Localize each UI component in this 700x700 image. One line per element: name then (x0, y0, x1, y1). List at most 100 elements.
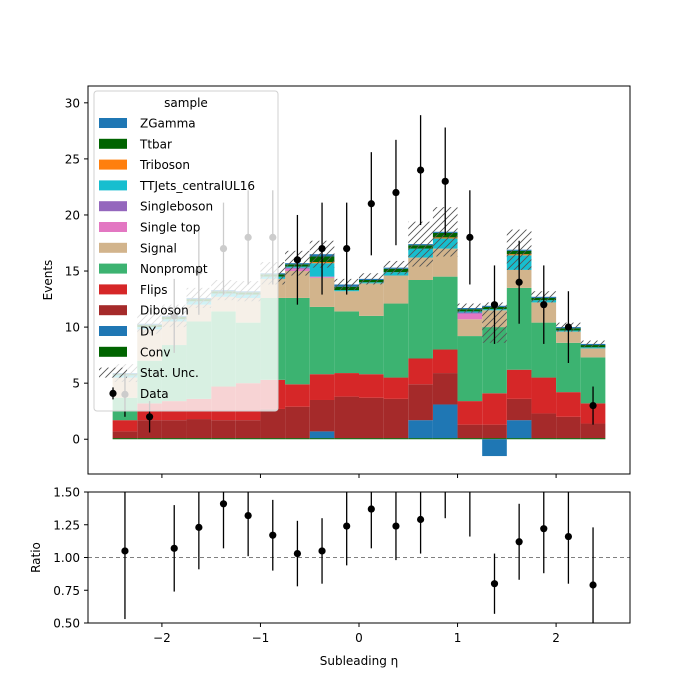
legend-swatch-diboson (99, 305, 127, 316)
main-x-ticks (161, 474, 557, 478)
legend-label-nonprompt: Nonprompt (140, 262, 208, 276)
ratio-x-ticks: −2 −1 0 1 2 (153, 623, 560, 645)
ratio-point-2 (170, 544, 178, 552)
data-point-1 (145, 413, 154, 421)
bar-singleboson-bin-14 (457, 312, 483, 314)
bar-dy-bin-15 (482, 439, 507, 457)
bar-diboson-bin-13 (432, 373, 458, 405)
bar-diboson-bin-11 (383, 398, 409, 439)
legend-label-single-top: Single top (140, 221, 200, 235)
ratio-xtick-label: 1 (454, 631, 462, 645)
legend-label-ttjets-centralul16: TTJets_centralUL16 (139, 179, 255, 193)
bar-flips-bin-0 (112, 420, 138, 432)
bar-signal-bin-10 (359, 283, 384, 316)
bar-flips-bin-14 (457, 401, 483, 425)
bar-dy-bin-12 (408, 420, 433, 439)
legend-label-diboson: Diboson (140, 304, 189, 318)
bar-conv-bin-17 (531, 438, 557, 440)
legend-swatch-ttbar (99, 138, 127, 149)
legend-swatch-triboson (99, 159, 127, 170)
legend-swatch-zgamma (99, 118, 127, 128)
ratio-ytick-label: 1.50 (53, 486, 80, 500)
main-ytick-label: 25 (65, 152, 80, 166)
bar-conv-bin-12 (408, 438, 433, 440)
legend-swatch-signal (99, 242, 127, 253)
stat-unc-bin-11 (383, 260, 409, 275)
legend-label-zgamma: ZGamma (140, 117, 196, 131)
ratio-point-5 (244, 511, 252, 520)
bar-nonprompt-bin-12 (408, 280, 433, 359)
bar-signal-bin-9 (334, 291, 359, 312)
ratio-point-4 (219, 500, 228, 508)
ratio-ytick-label: 1.25 (53, 518, 80, 532)
bar-diboson-bin-19 (580, 423, 606, 439)
ratio-point-18 (564, 532, 573, 541)
data-point-9 (343, 245, 351, 253)
legend-label-ttbar: Ttbar (139, 137, 172, 151)
bar-conv-bin-15 (482, 438, 507, 440)
main-ytick-label: 20 (65, 208, 80, 222)
bar-diboson-bin-4 (211, 420, 236, 439)
bar-flips-bin-10 (359, 374, 384, 398)
ratio-point-11 (392, 522, 400, 530)
stat-unc-bin-12 (408, 221, 433, 267)
legend: sample ZGamma Ttbar Triboson TTJets_centralU… (93, 90, 279, 412)
bar-conv-bin-18 (556, 438, 581, 440)
bar-signal-bin-11 (383, 275, 409, 304)
ratio-plot-frame (87, 491, 631, 624)
data-point-8 (318, 245, 326, 253)
ratio-xtick-label: 2 (552, 631, 560, 645)
bar-conv-bin-2 (161, 438, 187, 440)
bar-flips-bin-13 (432, 349, 458, 374)
legend-label-signal: Signal (140, 241, 177, 255)
main-ytick-label: 5 (72, 377, 80, 391)
main-y-ticks: 0 5 10 15 20 25 30 (65, 96, 88, 447)
ratio-point-19 (589, 581, 597, 589)
x-axis-label: Subleading η (320, 654, 399, 668)
stat-unc-bin-14 (457, 303, 483, 313)
bar-conv-bin-3 (186, 438, 212, 440)
legend-label-stat-unc-: Stat. Unc. (140, 366, 199, 380)
bar-flips-bin-9 (334, 373, 359, 397)
bar-diboson-bin-16 (506, 398, 532, 421)
ratio-xtick-label: −1 (252, 631, 270, 645)
bar-flips-bin-7 (285, 384, 310, 407)
ratio-point-9 (343, 522, 351, 530)
bar-diboson-bin-9 (334, 396, 359, 439)
bar-flips-bin-17 (531, 377, 557, 414)
legend-box (93, 90, 279, 412)
data-point-7 (293, 256, 302, 264)
legend-title: sample (164, 96, 208, 110)
legend-swatch-singleboson (99, 201, 127, 212)
ratio-points (121, 492, 597, 623)
bar-diboson-bin-0 (112, 431, 138, 439)
main-ytick-label: 0 (72, 433, 80, 447)
ratio-point-12 (416, 515, 425, 524)
bar-conv-bin-14 (457, 438, 483, 440)
bar-nonprompt-bin-11 (383, 303, 409, 378)
legend-swatch-stat-unc- (99, 367, 127, 378)
legend-swatch-nonprompt (99, 263, 127, 274)
bar-signal-bin-14 (457, 319, 483, 337)
bar-nonprompt-bin-10 (359, 315, 384, 375)
ratio-point-17 (540, 525, 548, 533)
bar-dy-bin-16 (506, 420, 532, 439)
ratio-xtick-label: 0 (355, 631, 363, 645)
bar-flips-bin-12 (408, 358, 433, 385)
ratio-point-10 (367, 505, 375, 513)
main-ytick-label: 10 (65, 321, 80, 335)
main-ytick-label: 15 (65, 265, 80, 279)
ratio-point-6 (269, 531, 277, 539)
bar-diboson-bin-3 (186, 419, 212, 439)
data-point-10 (367, 200, 375, 208)
bar-conv-bin-4 (211, 438, 236, 440)
data-point-15 (490, 301, 499, 309)
bar-diboson-bin-12 (408, 384, 433, 421)
bar-conv-bin-11 (383, 438, 409, 440)
bar-nonprompt-bin-9 (334, 311, 359, 374)
ratio-point-16 (515, 538, 523, 546)
ratio-ytick-label: 1.00 (53, 551, 80, 565)
bar-conv-bin-5 (235, 438, 261, 440)
bar-diboson-bin-8 (309, 399, 335, 432)
legend-swatch-flips (99, 284, 127, 295)
